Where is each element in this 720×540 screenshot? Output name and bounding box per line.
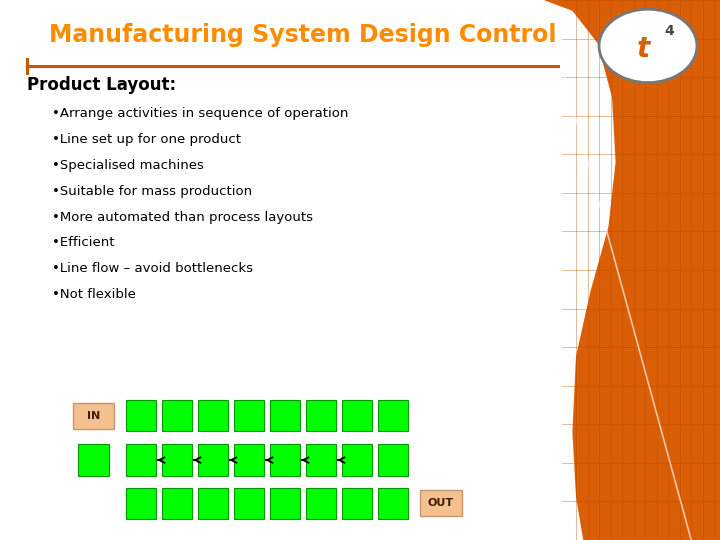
- Bar: [234, 444, 264, 476]
- Circle shape: [599, 9, 697, 83]
- Bar: [73, 403, 114, 429]
- Bar: [306, 444, 336, 476]
- Bar: [126, 444, 156, 476]
- Text: •Arrange activities in sequence of operation: •Arrange activities in sequence of opera…: [52, 107, 348, 120]
- Text: 4: 4: [665, 24, 675, 38]
- Bar: [306, 488, 336, 519]
- Bar: [126, 400, 156, 431]
- Text: •Not flexible: •Not flexible: [52, 288, 135, 301]
- Bar: [198, 400, 228, 431]
- Bar: [420, 490, 462, 516]
- Bar: [342, 488, 372, 519]
- Bar: [378, 444, 408, 476]
- Text: IN: IN: [87, 411, 100, 421]
- Text: Manufacturing System Design Control: Manufacturing System Design Control: [49, 23, 557, 47]
- Bar: [270, 400, 300, 431]
- Bar: [162, 488, 192, 519]
- Bar: [78, 444, 109, 476]
- Bar: [162, 400, 192, 431]
- Text: •Specialised machines: •Specialised machines: [52, 159, 204, 172]
- Bar: [306, 400, 336, 431]
- Bar: [198, 488, 228, 519]
- Bar: [198, 444, 228, 476]
- Bar: [234, 488, 264, 519]
- Bar: [234, 400, 264, 431]
- Polygon shape: [544, 0, 720, 540]
- Text: •More automated than process layouts: •More automated than process layouts: [52, 211, 312, 224]
- Text: •Efficient: •Efficient: [52, 237, 114, 249]
- Bar: [342, 444, 372, 476]
- Text: OUT: OUT: [428, 498, 454, 508]
- Bar: [342, 400, 372, 431]
- Text: Product Layout:: Product Layout:: [27, 76, 176, 94]
- Bar: [270, 444, 300, 476]
- Text: •Suitable for mass production: •Suitable for mass production: [52, 185, 252, 198]
- Bar: [378, 488, 408, 519]
- Text: •Line set up for one product: •Line set up for one product: [52, 133, 240, 146]
- Bar: [162, 444, 192, 476]
- Bar: [378, 400, 408, 431]
- Text: t: t: [637, 35, 650, 63]
- Text: •Line flow – avoid bottlenecks: •Line flow – avoid bottlenecks: [52, 262, 253, 275]
- Bar: [270, 488, 300, 519]
- Bar: [126, 488, 156, 519]
